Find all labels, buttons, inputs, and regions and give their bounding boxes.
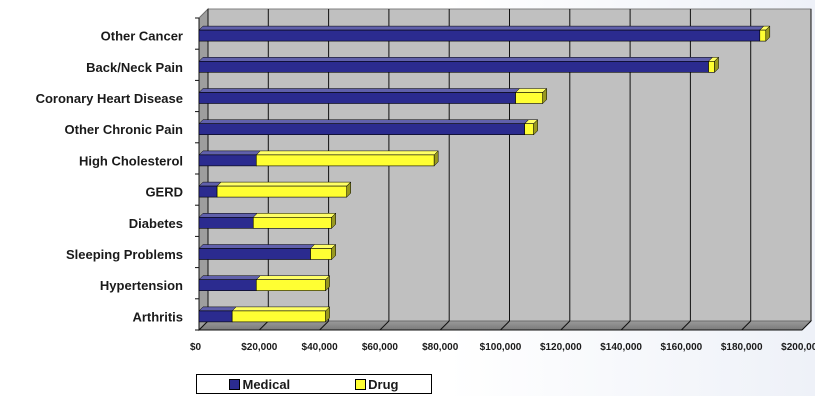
bar-back-neck-pain-medical (198, 60, 709, 73)
x-tick-label-6: $120,000 (540, 342, 582, 353)
bar-coronary-heart-disease-medical-top (198, 88, 521, 93)
bar-sleeping-problems-medical (198, 248, 311, 260)
bar-coronary-heart-disease-drug-top (514, 88, 548, 93)
bar-hypertension-medical (198, 279, 257, 292)
gridline-floor (620, 320, 631, 331)
bar-back-neck-pain-medical-top (198, 57, 714, 62)
bar-other-cancer-drug-end (765, 25, 771, 42)
bar-arthritis-drug (231, 310, 326, 323)
category-label-coronary-heart-disease: Coronary Heart Disease (36, 91, 183, 106)
bar-high-cholesterol-medical-top (198, 150, 261, 156)
gridline-floor (560, 320, 571, 331)
bar-diabetes-drug-top (252, 213, 337, 218)
bar-coronary-heart-disease-medical (198, 92, 516, 104)
bar-hypertension-medical-top (198, 275, 261, 280)
bar-sleeping-problems-medical-top (198, 244, 316, 249)
bars (198, 25, 771, 323)
bar-diabetes-medical (198, 217, 254, 229)
bar-back-neck-pain-drug-end (714, 56, 719, 73)
bar-diabetes-drug-end (331, 212, 336, 229)
bar-gerd-drug-top (216, 181, 352, 187)
bar-other-cancer-drug (759, 29, 767, 42)
category-label-other-chronic-pain: Other Chronic Pain (65, 122, 184, 137)
bar-other-chronic-pain-drug (524, 123, 534, 135)
bar-arthritis-medical (198, 310, 233, 323)
bar-arthritis-drug-top (231, 306, 331, 312)
category-label-gerd: GERD (145, 185, 183, 200)
bar-diabetes-drug (252, 217, 332, 229)
bar-other-cancer-medical-top (198, 25, 765, 31)
bar-high-cholesterol-medical (198, 154, 257, 167)
gridline-floor (319, 320, 329, 331)
bar-diabetes-medical-top (198, 213, 258, 218)
x-tick-labels: $0 $20,000 $40,000 $60,000 $80,000 $100,000 $1… (190, 342, 815, 353)
category-label-sleeping-problems: Sleeping Problems (66, 247, 183, 262)
bar-coronary-heart-disease-drug (515, 92, 544, 104)
bar-high-cholesterol-drug-top (255, 150, 439, 156)
bar-gerd-drug-end (346, 181, 351, 198)
gridline-floor (500, 320, 510, 331)
x-tick-label-4: $80,000 (422, 342, 459, 353)
gridline-floor (439, 320, 450, 331)
legend-item-drug: Drug (355, 376, 399, 392)
bar-other-cancer-medical (198, 29, 761, 42)
gridline-floor (198, 320, 209, 331)
bar-other-chronic-pain-medical-top (198, 119, 530, 124)
x-tick-label-3: $60,000 (362, 342, 399, 353)
category-label-arthritis: Arthritis (132, 309, 183, 324)
x-tick-label-0: $0 (190, 342, 202, 353)
legend-swatch-drug (355, 378, 367, 390)
bar-high-cholesterol-drug (255, 154, 435, 167)
bar-sleeping-problems-drug-top (309, 244, 337, 249)
category-label-back-neck-pain: Back/Neck Pain (86, 60, 183, 75)
bar-arthritis-medical-top (198, 306, 237, 312)
category-label-hypertension: Hypertension (100, 278, 183, 293)
bar-other-chronic-pain-medical (198, 123, 525, 135)
bar-hypertension-drug (255, 279, 326, 292)
gridline-floor (801, 320, 812, 331)
bar-hypertension-drug-end (325, 275, 330, 292)
bar-sleeping-problems-drug (310, 248, 332, 260)
gridline-floor (681, 320, 691, 331)
bar-high-cholesterol-drug-end (433, 150, 439, 167)
category-label-other-cancer: Other Cancer (101, 29, 183, 44)
x-tick-label-9: $180,000 (721, 342, 763, 353)
legend-item-medical: Medical (229, 377, 290, 392)
legend-label-medical: Medical (242, 376, 291, 392)
gridline-floor (741, 320, 752, 331)
legend-swatch-medical (229, 378, 241, 390)
bar-other-chronic-pain-drug-end (533, 119, 538, 136)
x-tick-label-1: $20,000 (241, 342, 278, 353)
bar-sleeping-problems-drug-end (331, 243, 336, 261)
category-labels: Other Cancer Back/Neck Pain Coronary Heart… (36, 29, 183, 325)
bar-back-neck-pain-drug (708, 60, 715, 73)
x-tick-label-7: $140,000 (600, 342, 642, 353)
legend: Medical Drug (196, 374, 432, 394)
category-label-high-cholesterol: High Cholesterol (79, 153, 183, 168)
gridline-floor (258, 320, 269, 331)
gridline-floor (379, 320, 390, 331)
x-tick-label-2: $40,000 (302, 342, 339, 353)
x-tick-label-10: $200,000 (781, 342, 815, 353)
legend-label-drug: Drug (368, 376, 399, 392)
bar-gerd-medical (198, 185, 218, 198)
bar-hypertension-drug-top (255, 275, 331, 280)
bar-arthritis-drug-end (325, 306, 330, 323)
bar-gerd-drug (216, 185, 348, 198)
x-tick-label-8: $160,000 (661, 342, 703, 353)
bar-coronary-heart-disease-drug-end (542, 87, 547, 105)
x-tick-label-5: $100,000 (480, 342, 522, 353)
category-label-diabetes: Diabetes (129, 216, 183, 231)
